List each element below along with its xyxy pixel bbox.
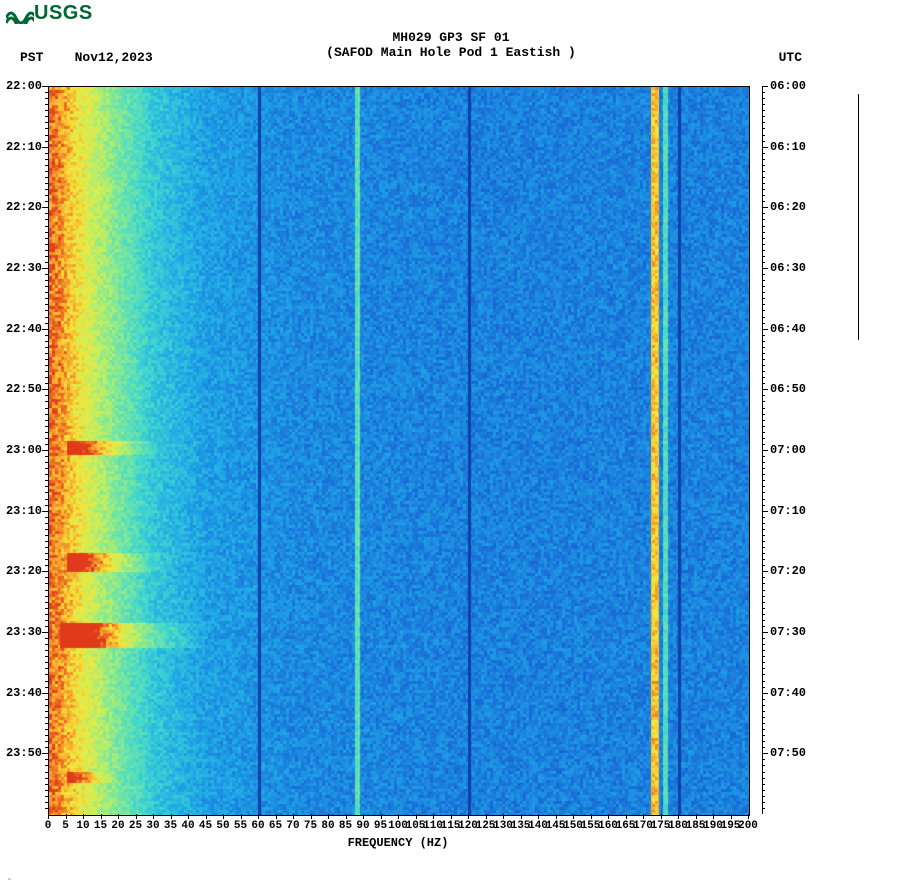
y-tick-right: 07:10 — [770, 505, 806, 517]
y-tick-left: 22:20 — [6, 201, 42, 213]
y-axis-right: 06:0006:1006:2006:3006:4006:5007:0007:10… — [750, 86, 810, 814]
footer-mark: - — [6, 874, 13, 886]
y-tick-left: 23:00 — [6, 444, 42, 456]
x-tick: 60 — [251, 820, 264, 832]
y-tick-left: 22:30 — [6, 262, 42, 274]
spectrogram-plot — [48, 86, 750, 816]
title-line1: MH029 GP3 SF 01 — [0, 30, 902, 45]
y-tick-left: 23:30 — [6, 626, 42, 638]
x-tick: 200 — [738, 820, 758, 832]
tz-left-label: PST — [20, 50, 43, 65]
wave-icon — [6, 4, 34, 24]
x-tick: 10 — [76, 820, 89, 832]
date-label: Nov12,2023 — [75, 50, 153, 65]
x-tick: 15 — [94, 820, 107, 832]
x-tick: 50 — [216, 820, 229, 832]
x-tick: 30 — [146, 820, 159, 832]
x-tick: 5 — [62, 820, 69, 832]
usgs-logo: USGS — [6, 2, 93, 25]
x-tick: 55 — [234, 820, 247, 832]
x-tick: 65 — [269, 820, 282, 832]
y-tick-left: 22:10 — [6, 141, 42, 153]
logo-text: USGS — [34, 2, 93, 25]
x-tick: 70 — [286, 820, 299, 832]
y-tick-right: 07:00 — [770, 444, 806, 456]
x-axis-title: FREQUENCY (HZ) — [48, 836, 748, 850]
x-tick: 25 — [129, 820, 142, 832]
y-tick-right: 07:30 — [770, 626, 806, 638]
x-tick: 95 — [374, 820, 387, 832]
y-tick-left: 22:00 — [6, 80, 42, 92]
y-tick-right: 06:30 — [770, 262, 806, 274]
y-tick-right: 07:20 — [770, 565, 806, 577]
y-tick-left: 23:40 — [6, 687, 42, 699]
x-tick: 0 — [45, 820, 52, 832]
y-tick-right: 06:50 — [770, 383, 806, 395]
y-tick-right: 07:50 — [770, 747, 806, 759]
x-axis: FREQUENCY (HZ) 05 10 15 20 25 30 35 40 45 50 55 60 6… — [48, 814, 748, 864]
y-tick-left: 22:40 — [6, 323, 42, 335]
page-root: USGS MH029 GP3 SF 01 (SAFOD Main Hole Po… — [0, 0, 902, 892]
y-tick-left: 23:10 — [6, 505, 42, 517]
tz-left-block: PST Nov12,2023 — [20, 50, 153, 65]
y-tick-right: 06:00 — [770, 80, 806, 92]
x-tick: 35 — [164, 820, 177, 832]
x-tick: 20 — [111, 820, 124, 832]
x-tick: 85 — [339, 820, 352, 832]
x-tick: 75 — [304, 820, 317, 832]
y-tick-right: 06:20 — [770, 201, 806, 213]
x-tick: 40 — [181, 820, 194, 832]
tz-right-label: UTC — [779, 50, 802, 65]
y-axis-left: 22:0022:1022:2022:3022:4022:5023:0023:10… — [0, 86, 48, 814]
y-tick-left: 23:50 — [6, 747, 42, 759]
y-tick-right: 07:40 — [770, 687, 806, 699]
y-tick-right: 06:40 — [770, 323, 806, 335]
y-tick-left: 23:20 — [6, 565, 42, 577]
x-tick: 80 — [321, 820, 334, 832]
y-tick-left: 22:50 — [6, 383, 42, 395]
x-tick: 45 — [199, 820, 212, 832]
spectrogram-canvas — [49, 87, 749, 815]
x-tick: 90 — [356, 820, 369, 832]
decorative-bar — [858, 94, 859, 340]
y-tick-right: 06:10 — [770, 141, 806, 153]
